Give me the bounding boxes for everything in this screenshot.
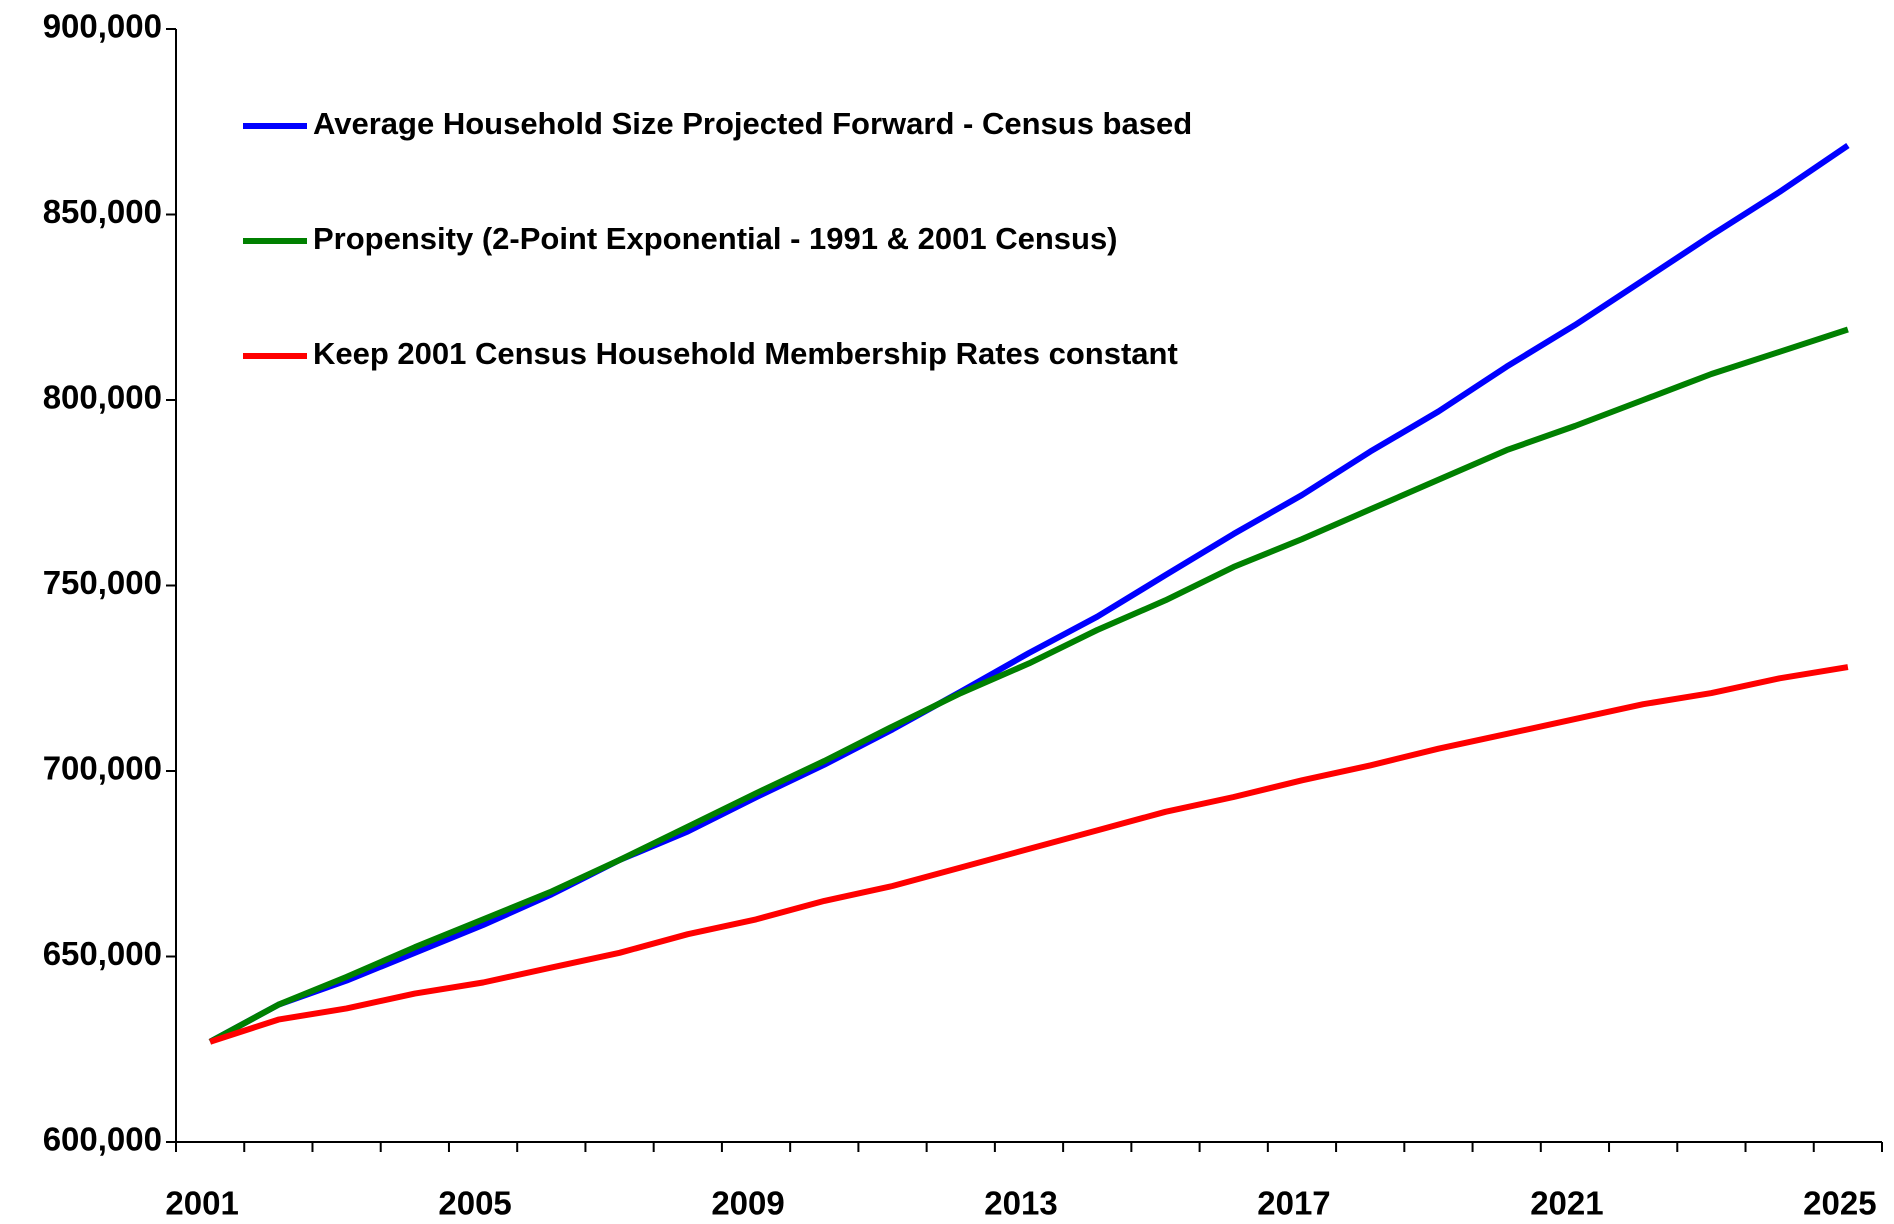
y-tick-label: 600,000	[43, 1121, 162, 1158]
y-tick-label: 850,000	[43, 193, 162, 230]
y-tick-label: 800,000	[43, 379, 162, 416]
x-tick-label: 2021	[1530, 1185, 1603, 1222]
x-tick-label: 2025	[1803, 1185, 1876, 1222]
y-tick-label: 650,000	[43, 935, 162, 972]
series-line	[209, 664, 1849, 1045]
series-line	[208, 143, 1850, 1045]
legend-label: Propensity (2-Point Exponential - 1991 &…	[313, 221, 1118, 256]
y-tick-label: 900,000	[43, 8, 162, 45]
y-tick-label: 700,000	[43, 750, 162, 787]
x-tick-label: 2001	[165, 1185, 238, 1222]
x-tick-label: 2017	[1257, 1185, 1330, 1222]
y-tick-label: 750,000	[43, 564, 162, 601]
legend-label: Keep 2001 Census Household Membership Ra…	[313, 336, 1178, 371]
x-tick-label: 2005	[438, 1185, 511, 1222]
x-tick-label: 2009	[711, 1185, 784, 1222]
series-line	[208, 326, 1849, 1045]
legend-label: Average Household Size Projected Forward…	[313, 106, 1192, 141]
x-tick-label: 2013	[984, 1185, 1057, 1222]
